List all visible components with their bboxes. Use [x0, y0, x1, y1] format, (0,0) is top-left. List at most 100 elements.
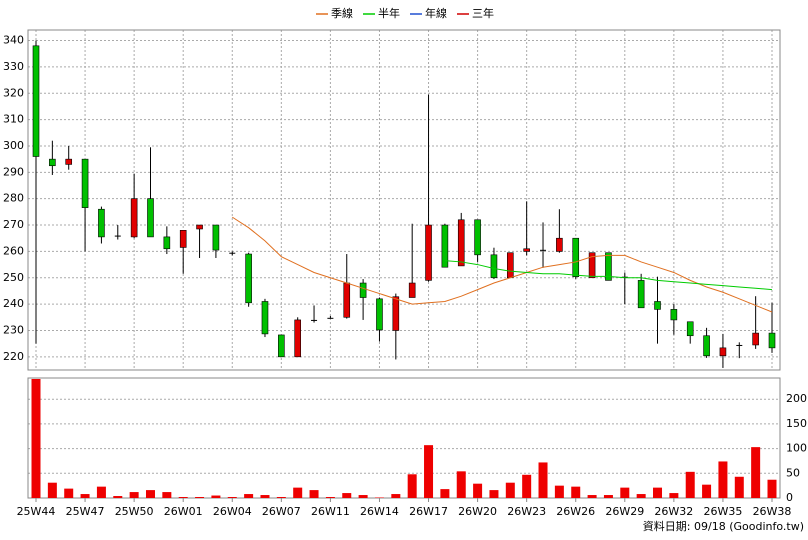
candle-body — [703, 335, 710, 357]
candle-body — [359, 282, 367, 298]
x-tick-label: 26W35 — [703, 505, 742, 518]
candle-body — [343, 282, 351, 318]
x-tick-label: 26W01 — [164, 505, 203, 518]
candle-body — [425, 224, 432, 281]
candle-body — [163, 236, 171, 250]
plot-border — [27, 377, 781, 499]
candle-body — [114, 235, 121, 237]
candle-body — [540, 249, 547, 251]
bar — [554, 485, 564, 498]
bar — [653, 487, 663, 498]
y-tick-label: 310 — [3, 113, 24, 126]
candle-body — [261, 301, 269, 335]
bar — [31, 378, 41, 498]
bar — [538, 462, 548, 498]
y-tick-label: 50 — [786, 466, 800, 479]
candle-body — [719, 347, 727, 357]
candle-body — [588, 252, 596, 279]
bar — [293, 487, 303, 498]
x-tick-label: 25W44 — [17, 505, 56, 518]
y-tick-label: 320 — [3, 86, 24, 99]
candle-body — [147, 198, 154, 238]
y-tick-label: 270 — [3, 218, 24, 231]
bar — [718, 461, 728, 498]
y-tick-label: 300 — [3, 139, 24, 152]
candle-body — [376, 298, 383, 331]
y-tick-label: 250 — [3, 271, 24, 284]
y-tick-label: 200 — [786, 392, 807, 405]
bar — [129, 492, 139, 498]
x-tick-label: 26W29 — [605, 505, 644, 518]
y-tick-label: 150 — [786, 417, 807, 430]
bar — [505, 482, 515, 498]
candle-body — [736, 344, 743, 346]
bar — [767, 479, 777, 498]
legend-label: 三年 — [472, 6, 494, 20]
bar — [620, 487, 630, 498]
bar — [260, 495, 270, 498]
bar — [734, 476, 744, 498]
candle-body — [278, 334, 285, 358]
bar — [571, 486, 581, 498]
candle-body — [392, 296, 400, 331]
bar — [145, 490, 155, 498]
bar — [80, 494, 90, 498]
bar — [407, 474, 417, 498]
y-tick-label: 340 — [3, 34, 24, 47]
candle-body — [752, 332, 759, 346]
x-tick-label: 26W14 — [360, 505, 399, 518]
x-tick-label: 26W11 — [311, 505, 350, 518]
ma-line — [444, 260, 773, 291]
candle-body — [441, 224, 449, 268]
candle-body — [474, 219, 481, 256]
bar — [636, 494, 646, 498]
bar — [342, 493, 352, 498]
bar — [522, 474, 532, 498]
bar — [751, 447, 761, 498]
candle-body — [621, 276, 628, 278]
bar — [685, 471, 695, 498]
candle-body — [457, 219, 465, 267]
bar — [473, 483, 483, 498]
x-tick-label: 26W20 — [458, 505, 497, 518]
bar — [587, 495, 597, 498]
bar — [391, 494, 401, 498]
candle-body — [294, 319, 301, 358]
candle-body — [670, 309, 678, 321]
bar — [325, 497, 335, 498]
y-tick-label: 0 — [786, 491, 793, 504]
bar — [358, 495, 368, 498]
bar — [178, 497, 188, 498]
legend-label: 季線 — [331, 6, 353, 20]
x-tick-label: 26W17 — [409, 505, 448, 518]
bar — [309, 490, 319, 498]
legend-label: 半年 — [378, 6, 400, 20]
bar — [195, 497, 205, 498]
candle-body — [327, 317, 334, 319]
candle-body — [179, 230, 187, 248]
y-tick-label: 260 — [3, 244, 24, 257]
candle-body — [605, 252, 612, 281]
candle-body — [556, 237, 563, 252]
y-tick-label: 290 — [3, 165, 24, 178]
legend-label: 年線 — [425, 6, 447, 20]
footnote: 資料日期: 09/18 (Goodinfo.tw) — [643, 519, 804, 533]
plot-border — [27, 29, 781, 371]
bar — [489, 490, 499, 498]
bar — [47, 482, 57, 498]
bar — [113, 496, 123, 498]
y-tick-label: 240 — [3, 297, 24, 310]
candle-body — [130, 198, 138, 238]
x-tick-label: 26W32 — [654, 505, 693, 518]
candle-body — [686, 321, 694, 337]
x-tick-label: 26W38 — [753, 505, 792, 518]
candle-body — [245, 253, 252, 304]
candle-body — [523, 248, 530, 252]
candle-body — [65, 158, 73, 165]
y-tick-label: 220 — [3, 350, 24, 363]
bar — [669, 493, 679, 498]
bar — [603, 495, 613, 498]
bar — [440, 489, 450, 498]
y-tick-label: 330 — [3, 60, 24, 73]
